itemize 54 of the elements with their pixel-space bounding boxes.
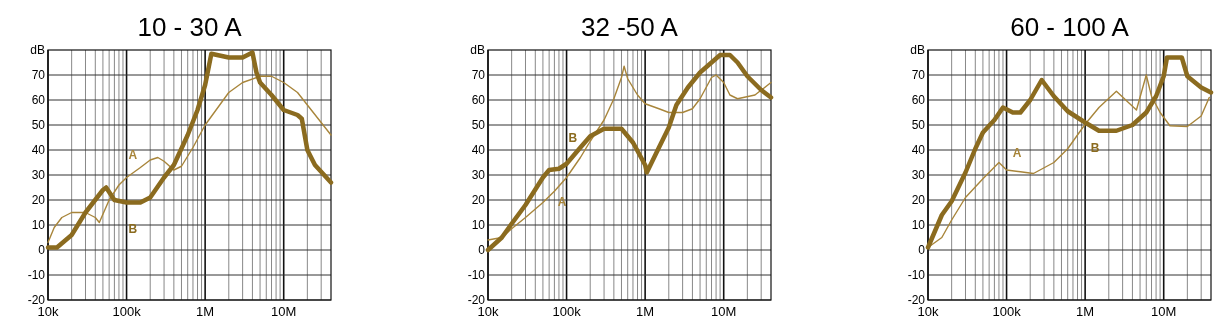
y-tick-label: 70 <box>471 68 486 82</box>
y-tick-label: 0 <box>38 243 46 257</box>
y-tick-label: -20 <box>467 293 486 307</box>
series-label: A <box>128 147 138 162</box>
x-tick-label: 10k <box>917 304 939 319</box>
series-label: B <box>568 131 578 146</box>
y-tick-label: 10 <box>911 218 926 232</box>
y-tick-label: 60 <box>31 93 46 107</box>
series-label: A <box>1012 146 1022 161</box>
x-tick-label: 100k <box>992 304 1022 319</box>
y-tick-label: 40 <box>471 143 486 157</box>
y-tick-label: 50 <box>31 118 46 132</box>
y-tick-label: -20 <box>907 293 926 307</box>
y-tick-label: -10 <box>27 268 46 282</box>
x-tick-label: 100k <box>552 304 582 319</box>
y-tick-label: 30 <box>471 168 486 182</box>
y-axis-title: dB <box>30 43 45 57</box>
x-tick-label: 10k <box>477 304 499 319</box>
chart-title: 60 - 100 A <box>1010 12 1130 42</box>
x-tick-label: 10M <box>711 304 737 319</box>
series-label: B <box>1090 141 1100 156</box>
series-label: B <box>128 221 138 236</box>
x-tick-label: 10M <box>271 304 297 319</box>
x-tick-label: 10k <box>37 304 59 319</box>
y-tick-label: 30 <box>31 168 46 182</box>
y-tick-label: 70 <box>911 68 926 82</box>
y-tick-label: 20 <box>471 193 486 207</box>
y-tick-label: -10 <box>907 268 926 282</box>
y-tick-label: 60 <box>911 93 926 107</box>
series-label: A <box>557 195 567 210</box>
x-tick-label: 10M <box>1151 304 1177 319</box>
y-tick-label: -20 <box>27 293 46 307</box>
y-tick-label: 20 <box>911 193 926 207</box>
x-tick-label: 1M <box>1076 304 1095 319</box>
chart-title: 10 - 30 A <box>137 12 243 42</box>
y-tick-label: 20 <box>31 193 46 207</box>
y-tick-label: 50 <box>911 118 926 132</box>
y-tick-label: 10 <box>471 218 486 232</box>
y-axis-title: dB <box>470 43 485 57</box>
chart-title: 32 -50 A <box>581 12 679 42</box>
y-tick-label: 0 <box>918 243 926 257</box>
y-axis-title: dB <box>910 43 925 57</box>
y-tick-label: 0 <box>478 243 486 257</box>
y-tick-label: 60 <box>471 93 486 107</box>
y-tick-label: 40 <box>31 143 46 157</box>
x-tick-label: 1M <box>636 304 655 319</box>
y-tick-label: 30 <box>911 168 926 182</box>
y-tick-label: 10 <box>31 218 46 232</box>
y-tick-label: 70 <box>31 68 46 82</box>
x-tick-label: 100k <box>112 304 142 319</box>
y-tick-label: 40 <box>911 143 926 157</box>
y-tick-label: -10 <box>467 268 486 282</box>
x-tick-label: 1M <box>196 304 215 319</box>
y-tick-label: 50 <box>471 118 486 132</box>
